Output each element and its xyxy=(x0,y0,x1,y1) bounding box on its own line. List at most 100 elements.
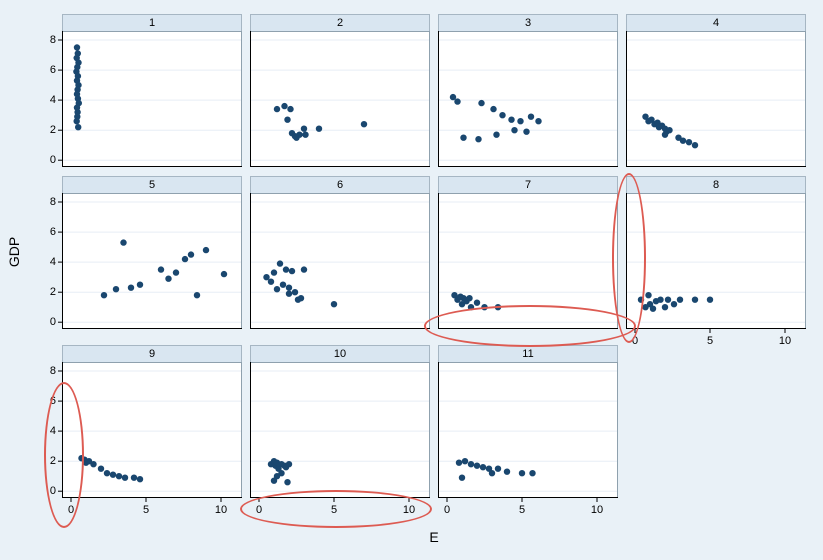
data-point xyxy=(679,137,687,144)
x-tick-label: 0 xyxy=(443,504,451,516)
panel-1-plot xyxy=(58,31,242,167)
data-point xyxy=(90,461,97,468)
data-point xyxy=(127,284,135,291)
plot-background xyxy=(62,362,242,498)
data-point xyxy=(193,292,201,299)
data-point xyxy=(97,465,105,472)
y-tick-label: 4 xyxy=(49,93,56,106)
data-point xyxy=(706,296,714,303)
panel-9-plot xyxy=(58,362,242,502)
data-point xyxy=(284,479,291,486)
data-point xyxy=(267,278,275,285)
data-point xyxy=(121,474,129,481)
data-point xyxy=(460,134,467,141)
data-point xyxy=(285,290,293,297)
x-tick-label: 10 xyxy=(214,504,228,516)
panel-5-title: 5 xyxy=(62,176,242,193)
panel-8-title: 8 xyxy=(626,176,806,193)
data-point xyxy=(648,116,655,123)
data-point xyxy=(285,461,293,468)
y-tick-label: 2 xyxy=(49,285,56,298)
panel-4-plot xyxy=(626,31,806,167)
data-point xyxy=(503,468,511,475)
data-point xyxy=(360,121,368,128)
data-point xyxy=(103,470,111,477)
data-point xyxy=(270,269,278,276)
data-point xyxy=(297,295,305,302)
y-tick-label: 8 xyxy=(49,195,56,208)
data-point xyxy=(467,461,475,468)
x-tick-label: 5 xyxy=(706,335,714,347)
data-point xyxy=(529,470,536,477)
panel-2: 2 xyxy=(250,14,430,167)
data-point xyxy=(449,93,457,101)
y-tick-label: 4 xyxy=(49,255,56,268)
data-point xyxy=(273,105,281,113)
data-point xyxy=(458,474,466,481)
data-point xyxy=(263,274,270,281)
data-point xyxy=(518,470,526,477)
data-point xyxy=(664,296,672,303)
x-axis-title: E xyxy=(429,529,439,545)
panel-9: 9 xyxy=(58,345,242,502)
data-point xyxy=(270,477,278,484)
panel-5: 5 xyxy=(58,176,242,329)
panel-2-plot xyxy=(250,31,430,167)
data-point xyxy=(276,260,284,267)
data-point xyxy=(73,44,81,51)
data-point xyxy=(73,118,80,125)
data-point xyxy=(279,281,287,288)
plot-background xyxy=(438,362,618,498)
data-point xyxy=(75,124,82,131)
data-point xyxy=(273,286,281,293)
data-point xyxy=(527,113,535,120)
data-point xyxy=(115,473,123,480)
plot-background xyxy=(250,193,430,329)
panel-3: 3 xyxy=(438,14,618,167)
data-point xyxy=(473,462,481,469)
data-point xyxy=(661,131,669,138)
data-point xyxy=(287,105,294,113)
panel-8-plot xyxy=(626,193,806,333)
data-point xyxy=(281,102,288,110)
data-point xyxy=(275,465,282,472)
data-point xyxy=(661,304,669,311)
panel-6-plot xyxy=(250,193,430,329)
data-point xyxy=(288,267,296,275)
panel-11-plot xyxy=(438,362,618,502)
data-point xyxy=(508,116,515,123)
panel-5-plot xyxy=(58,193,242,329)
data-point xyxy=(473,299,481,306)
plot-background xyxy=(626,31,806,167)
panel-2-title: 2 xyxy=(250,14,430,31)
data-point xyxy=(112,286,120,293)
panel-10-title: 10 xyxy=(250,345,430,362)
plot-background xyxy=(250,31,430,167)
y-tick-label: 0 xyxy=(49,153,56,166)
x-tick-label: 5 xyxy=(518,504,526,516)
data-point xyxy=(74,108,81,116)
data-point xyxy=(488,470,496,477)
x-tick-label: 5 xyxy=(142,504,150,516)
data-point xyxy=(475,136,482,143)
data-point xyxy=(646,301,654,308)
data-point xyxy=(657,296,664,303)
data-point xyxy=(273,473,281,480)
panel-6-title: 6 xyxy=(250,176,430,193)
panel-10-plot xyxy=(250,362,430,502)
plot-background xyxy=(626,193,806,329)
data-point xyxy=(670,301,678,308)
panel-11-title: 11 xyxy=(438,345,618,362)
data-point xyxy=(120,239,127,246)
data-point xyxy=(523,128,530,135)
data-point xyxy=(485,465,493,472)
data-point xyxy=(451,292,458,299)
panel-7-title: 7 xyxy=(438,176,618,193)
data-point xyxy=(187,251,195,258)
data-point xyxy=(675,134,682,141)
panel-8: 8 xyxy=(626,176,806,333)
data-point xyxy=(330,301,338,308)
panel-4: 4 xyxy=(626,14,806,167)
x-tick-label: 0 xyxy=(631,335,639,347)
y-tick-label: 6 xyxy=(49,63,56,76)
